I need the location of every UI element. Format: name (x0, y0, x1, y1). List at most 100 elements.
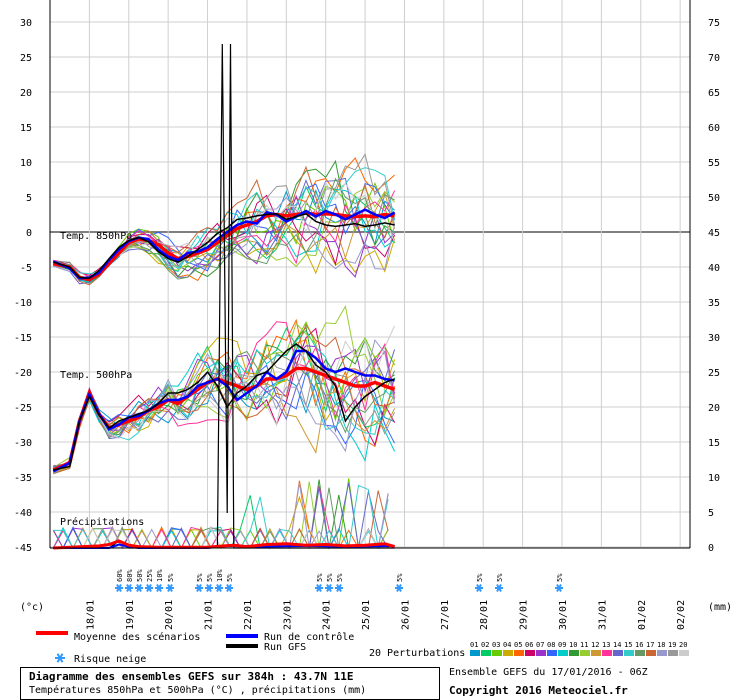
perturbation-legend: 01 02 03 04 05 06 07 08 09 10 11 12 13 14 15 16 17 18 19 20 (470, 641, 689, 656)
y-tick-label-left: -35 (14, 473, 32, 484)
perturbation-swatch (657, 650, 667, 656)
perturbation-swatch (679, 650, 689, 656)
perturbation-number: 19 (668, 641, 676, 649)
snowflake-icon (55, 653, 65, 663)
y-tick-label-right: 65 (708, 88, 720, 99)
y-tick-label-right: 50 (708, 193, 720, 204)
snowflake-icon (205, 584, 213, 592)
snowflake-stroke (167, 584, 173, 592)
snowflake-icon (495, 584, 503, 592)
y-tick-label-right: 75 (708, 18, 720, 29)
perturbation-number: 07 (536, 641, 544, 649)
perturbation-swatch (635, 650, 645, 656)
perturbation-number: 06 (525, 641, 533, 649)
y-tick-label-left: -15 (14, 333, 32, 344)
x-date-label: 02/02 (676, 600, 687, 630)
perturbation-500-line (53, 350, 396, 469)
y-tick-label-left: 20 (20, 88, 32, 99)
snow-risk-label: 5% (316, 573, 324, 582)
snowflake-stroke (206, 584, 212, 592)
snowflake-icon (475, 584, 483, 592)
y-tick-label-left: -20 (14, 368, 32, 379)
snowflake-stroke (336, 584, 342, 592)
main-series (52, 43, 396, 550)
perturbation-swatch (613, 650, 623, 656)
footer-subtitle: Températures 850hPa et 500hPa (°C) , pré… (29, 685, 367, 696)
snow-risk-label: 5% (196, 573, 204, 582)
perturbation-swatch (481, 650, 491, 656)
y-tick-label-left: 0 (26, 228, 32, 239)
perturbation-500-line (53, 323, 395, 474)
footer-box: Diagramme des ensembles GEFS sur 384h : … (20, 667, 440, 700)
snowflake-stroke (556, 584, 562, 592)
legend-gfs-label: Run GFS (264, 642, 306, 653)
snowflake-stroke (156, 584, 162, 592)
perturbation-precip-line (52, 478, 389, 550)
perturbation-swatch (580, 650, 590, 656)
snow-risk-label: 5% (326, 573, 334, 582)
perturbation-precip-line (53, 480, 389, 550)
x-date-label: 29/01 (519, 600, 530, 630)
x-date-label: 25/01 (361, 600, 372, 630)
snowflake-stroke (316, 584, 322, 592)
perturbation-swatch (536, 650, 546, 656)
snowflake-icon (325, 584, 333, 592)
snow-risk-label: 5% (396, 573, 404, 582)
perturbation-swatch (602, 650, 612, 656)
perturbation-swatch (503, 650, 513, 656)
snowflake-icon (115, 584, 123, 592)
perturbation-number: 09 (558, 641, 566, 649)
legend-control-label: Run de contrôle (264, 631, 354, 643)
y-tick-label-right: 5 (708, 508, 714, 519)
snowflake-icon (555, 584, 563, 592)
y-tick-label-left: -5 (20, 263, 32, 274)
mean-precip-line (53, 539, 396, 550)
y-tick-label-right: 35 (708, 298, 720, 309)
x-date-label: 24/01 (322, 600, 333, 630)
gfs-850-line (53, 212, 395, 279)
footer-title: Diagramme des ensembles GEFS sur 384h : … (29, 670, 354, 683)
perturbation-swatch (558, 650, 568, 656)
perturbation-number: 04 (503, 641, 511, 649)
perturbation-swatch (470, 650, 480, 656)
perturbation-number: 02 (481, 641, 489, 649)
snowflake-icon (225, 584, 233, 592)
perturbation-number: 08 (547, 641, 555, 649)
snow-risk-label: 10% (216, 569, 224, 582)
snow-risk-label: 5% (226, 573, 234, 582)
x-date-label: 18/01 (85, 600, 96, 630)
y-tick-label-right: 45 (708, 228, 720, 239)
y-tick-label-right: 10 (708, 473, 720, 484)
snow-risk-label: 5% (476, 573, 484, 582)
perturbation-500-line (53, 318, 396, 475)
snowflake-icon (135, 584, 143, 592)
y-tick-label-left: -30 (14, 438, 32, 449)
y-tick-label-right: 70 (708, 53, 720, 64)
x-date-label: 21/01 (204, 600, 215, 630)
x-date-label: 22/01 (243, 600, 254, 630)
perturbation-number: 20 (679, 641, 687, 649)
y-tick-label-left: -25 (14, 403, 32, 414)
snowflake-icon (335, 584, 343, 592)
perturbation-swatch (514, 650, 524, 656)
control-500-line (52, 349, 395, 473)
y-tick-label-right: 55 (708, 158, 720, 169)
y-tick-label-left: 30 (20, 18, 32, 29)
perturbation-swatch (547, 650, 557, 656)
perturbation-number: 05 (514, 641, 522, 649)
snowflake-stroke (216, 584, 222, 592)
snowflake-icon (215, 584, 223, 592)
y-tick-label-right: 40 (708, 263, 720, 274)
snow-risk-label: 80% (126, 569, 134, 582)
gfs-precip-line (53, 43, 395, 549)
perturbation-number: 12 (591, 641, 599, 649)
perturbation-precip-line (53, 482, 389, 550)
y-tick-label-right: 20 (708, 403, 720, 414)
snowflake-stroke (136, 584, 142, 592)
y-tick-label-right: 60 (708, 123, 720, 134)
snow-risk-label: 5% (496, 573, 504, 582)
snowflake-stroke (226, 584, 232, 592)
y-tick-label-right: 30 (708, 333, 720, 344)
snow-risk-label: 50% (136, 569, 144, 582)
perturbation-swatch (525, 650, 535, 656)
